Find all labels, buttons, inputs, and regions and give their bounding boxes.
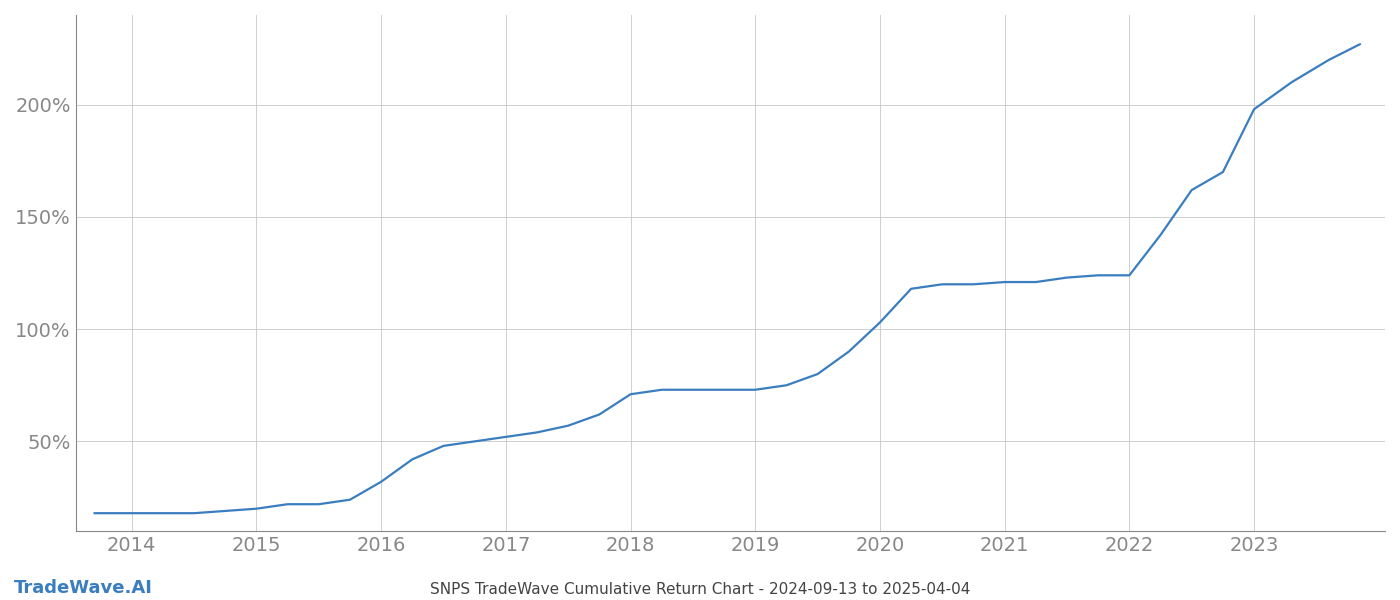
Text: SNPS TradeWave Cumulative Return Chart - 2024-09-13 to 2025-04-04: SNPS TradeWave Cumulative Return Chart -… <box>430 582 970 597</box>
Text: TradeWave.AI: TradeWave.AI <box>14 579 153 597</box>
